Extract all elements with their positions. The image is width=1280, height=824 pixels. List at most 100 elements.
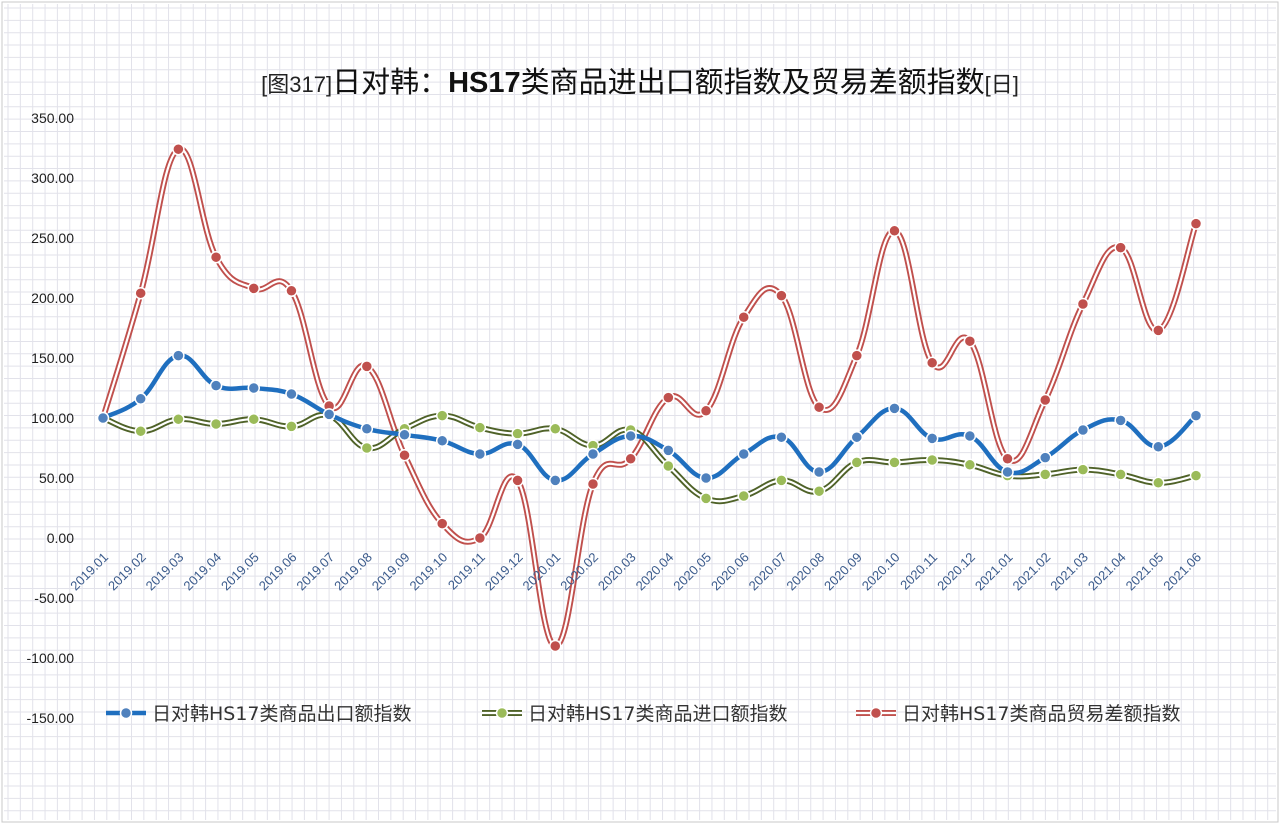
- data-point: [775, 430, 788, 444]
- data-point: [134, 392, 147, 406]
- legend-label: 日对韩HS17类商品进口额指数: [528, 703, 788, 725]
- data-point: [1076, 297, 1090, 311]
- y-tick-label: -150.00: [27, 710, 75, 726]
- title-bold: HS17: [448, 67, 521, 99]
- data-point: [1114, 468, 1127, 481]
- data-point: [850, 456, 864, 469]
- data-point: [699, 404, 713, 418]
- data-point: [435, 434, 449, 448]
- data-point: [134, 286, 147, 300]
- data-point: [209, 250, 223, 264]
- data-point: [549, 639, 562, 653]
- data-point: [850, 430, 864, 444]
- data-point: [1189, 469, 1203, 482]
- data-point: [963, 429, 977, 443]
- data-point: [812, 484, 826, 498]
- legend: 日对韩HS17类商品出口额指数 日对韩HS17类商品进口额指数 日对韩HS17类商品…: [106, 703, 1181, 725]
- data-point: [586, 447, 600, 461]
- data-point: [1152, 476, 1165, 490]
- data-point: [699, 492, 713, 505]
- data-point: [247, 412, 261, 426]
- series-3: [96, 142, 1203, 653]
- y-tick-label: 50.00: [39, 470, 74, 486]
- legend-item: 日对韩HS17类商品贸易差额指数: [856, 703, 1181, 725]
- data-point: [247, 282, 261, 295]
- data-point: [398, 428, 411, 442]
- data-point: [285, 387, 298, 401]
- y-tick-label: -100.00: [27, 650, 75, 666]
- data-point: [775, 289, 788, 302]
- data-point: [398, 448, 411, 462]
- data-point: [812, 465, 826, 479]
- data-point: [662, 391, 675, 404]
- data-point: [1189, 217, 1203, 230]
- data-point: [435, 409, 449, 422]
- data-point: [473, 421, 487, 434]
- legend-swatch-marker: [495, 706, 509, 720]
- data-point: [511, 474, 524, 487]
- data-point: [1152, 324, 1165, 337]
- data-point: [888, 456, 901, 469]
- data-point: [624, 429, 637, 443]
- data-point: [1076, 423, 1090, 437]
- data-point: [812, 400, 826, 414]
- title-prefix: [图317]: [261, 72, 332, 97]
- data-point: [247, 381, 261, 395]
- data-point: [963, 334, 977, 348]
- data-point: [737, 447, 750, 461]
- grid: [4, 4, 1276, 820]
- data-point: [285, 284, 298, 298]
- data-point: [360, 441, 374, 455]
- data-point: [134, 424, 147, 438]
- series-lines: [96, 142, 1203, 653]
- y-tick-label: 100.00: [31, 410, 74, 426]
- y-tick-label: 300.00: [31, 170, 74, 186]
- data-point: [1038, 451, 1052, 464]
- data-point: [285, 420, 298, 433]
- y-tick-label: -50.00: [34, 590, 74, 606]
- data-point: [473, 447, 487, 461]
- data-point: [549, 474, 562, 487]
- data-point: [435, 517, 449, 530]
- data-point: [888, 224, 901, 238]
- data-point: [360, 422, 374, 436]
- data-point: [172, 142, 185, 156]
- title-rest: 类商品进出口额指数及贸易差额指数: [521, 65, 985, 99]
- data-point: [1076, 463, 1090, 476]
- data-point: [322, 408, 336, 421]
- data-point: [662, 444, 675, 457]
- data-point: [850, 349, 864, 362]
- y-tick-label: 150.00: [31, 350, 74, 366]
- legend-swatch-marker: [119, 706, 133, 720]
- data-point: [209, 379, 223, 392]
- y-tick-label: 0.00: [47, 530, 74, 546]
- data-point: [209, 417, 223, 431]
- legend-label: 日对韩HS17类商品出口额指数: [152, 703, 412, 725]
- y-axis: 350.00 300.00 250.00 200.00 150.00 100.00 50.0…: [27, 110, 75, 726]
- data-point: [925, 453, 939, 467]
- data-point: [737, 489, 750, 503]
- data-point: [1114, 414, 1127, 427]
- data-point: [1038, 393, 1052, 407]
- data-point: [1189, 409, 1203, 422]
- data-point: [699, 471, 713, 485]
- data-point: [888, 402, 901, 415]
- title-suffix: [日]: [985, 72, 1019, 97]
- data-point: [1001, 452, 1014, 466]
- data-point: [1114, 241, 1127, 254]
- data-point: [775, 474, 788, 487]
- data-point: [511, 438, 524, 451]
- data-point: [360, 360, 374, 373]
- data-point: [172, 412, 185, 426]
- data-point: [549, 422, 562, 436]
- data-point: [96, 411, 110, 425]
- data-point: [963, 458, 977, 472]
- y-tick-label: 200.00: [31, 290, 74, 306]
- legend-item: 日对韩HS17类商品出口额指数: [106, 703, 412, 725]
- data-point: [925, 356, 939, 370]
- data-point: [511, 427, 524, 440]
